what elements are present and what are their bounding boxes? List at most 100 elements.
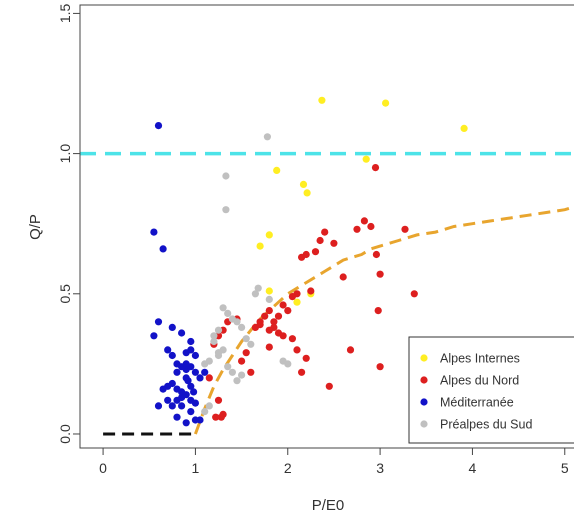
x-axis: 0 1 2 3 4 5 (99, 447, 569, 476)
x-axis-label: P/E0 (312, 497, 345, 514)
point-mediterranee (168, 323, 176, 331)
point-alpes-du-nord (284, 307, 292, 315)
point-mediterranee (154, 402, 163, 410)
point-alpes-du-nord (251, 323, 259, 331)
point-prealpes-du-sud (284, 360, 292, 368)
legend-entry-mediterranee: Méditerranée (420, 396, 514, 410)
y-tick-label: 0.5 (57, 284, 73, 304)
point-mediterranee (196, 374, 204, 382)
point-prealpes-du-sud (222, 206, 230, 214)
point-alpes-internes (382, 99, 390, 107)
point-mediterranee (187, 408, 195, 416)
legend-marker (420, 354, 428, 362)
point-alpes-internes (362, 155, 370, 163)
point-mediterranee (168, 402, 176, 410)
point-alpes-du-nord (298, 253, 306, 261)
point-prealpes-du-sud (205, 402, 213, 410)
point-prealpes-du-sud (214, 349, 223, 357)
point-mediterranee (178, 329, 186, 337)
point-alpes-internes (303, 189, 311, 197)
data-points (150, 96, 468, 427)
point-alpes-du-nord (307, 287, 315, 295)
legend-entry-alpes-internes: Alpes Internes (420, 352, 520, 366)
point-alpes-du-nord (265, 307, 273, 315)
point-alpes-du-nord (298, 368, 306, 376)
point-alpes-du-nord (376, 270, 384, 278)
point-prealpes-du-sud (265, 295, 273, 303)
point-alpes-du-nord (279, 332, 287, 340)
point-mediterranee (159, 385, 167, 393)
point-mediterranee (182, 391, 190, 399)
y-axis-label: Q/P (27, 214, 44, 240)
x-tick-label: 1 (192, 460, 200, 476)
point-mediterranee (164, 346, 172, 354)
point-prealpes-du-sud (210, 332, 218, 340)
legend-marker (420, 376, 428, 384)
point-alpes-du-nord (288, 335, 296, 343)
point-alpes-du-nord (325, 382, 333, 390)
point-prealpes-du-sud (238, 371, 246, 379)
point-alpes-du-nord (367, 222, 375, 231)
series-alpes-internes (256, 96, 468, 306)
point-mediterranee (191, 351, 199, 360)
legend: Alpes Internes Alpes du Nord Méditerranée P… (408, 336, 574, 444)
point-prealpes-du-sud (233, 318, 241, 326)
point-mediterranee (150, 228, 158, 236)
point-alpes-du-nord (265, 326, 273, 334)
point-prealpes-du-sud (219, 304, 227, 312)
point-alpes-du-nord (321, 228, 329, 236)
x-tick-label: 4 (469, 460, 477, 476)
y-tick-label: 1.5 (57, 3, 73, 23)
series-prealpes-du-sud (201, 133, 292, 416)
point-mediterranee (173, 396, 181, 404)
point-prealpes-du-sud (201, 408, 209, 416)
point-alpes-du-nord (242, 349, 250, 357)
point-mediterranee (154, 318, 163, 326)
point-prealpes-du-sud (254, 284, 262, 292)
point-mediterranee (187, 337, 195, 346)
point-alpes-du-nord (410, 290, 418, 298)
point-mediterranee (187, 346, 195, 354)
point-mediterranee (182, 419, 190, 427)
legend-label: Alpes du Nord (440, 374, 519, 388)
point-alpes-du-nord (371, 164, 380, 172)
legend-marker (420, 420, 428, 428)
point-alpes-du-nord (311, 248, 320, 256)
x-tick-label: 3 (376, 460, 384, 476)
point-prealpes-du-sud (201, 360, 209, 368)
point-alpes-du-nord (270, 318, 278, 326)
point-alpes-du-nord (261, 312, 269, 320)
point-alpes-du-nord (279, 301, 287, 309)
point-prealpes-du-sud (263, 133, 271, 141)
point-alpes-internes (265, 231, 273, 239)
point-mediterranee (150, 332, 158, 340)
point-alpes-du-nord (212, 413, 220, 421)
point-alpes-du-nord (339, 273, 347, 281)
point-alpes-internes (460, 124, 468, 132)
legend-label: Méditerranée (440, 396, 514, 410)
point-alpes-internes (299, 180, 308, 188)
point-mediterranee (173, 368, 181, 376)
series-mediterranee (150, 122, 209, 427)
point-prealpes-du-sud (214, 326, 223, 334)
legend-entry-alpes-du-nord: Alpes du Nord (420, 374, 519, 388)
point-alpes-du-nord (238, 357, 246, 365)
point-alpes-du-nord (217, 413, 225, 421)
point-alpes-du-nord (302, 354, 310, 362)
point-alpes-du-nord (214, 396, 223, 404)
point-mediterranee (178, 402, 186, 410)
x-tick-label: 5 (561, 460, 569, 476)
point-prealpes-du-sud (233, 377, 241, 385)
point-prealpes-du-sud (238, 323, 246, 331)
point-alpes-du-nord (374, 307, 382, 315)
point-alpes-du-nord (372, 250, 380, 259)
legend-label: Préalpes du Sud (440, 418, 532, 432)
point-prealpes-du-sud (224, 309, 232, 317)
point-alpes-du-nord (330, 239, 338, 247)
y-axis: 0.0 0.5 1.0 1.5 (57, 3, 81, 444)
point-mediterranee (191, 399, 199, 407)
y-tick-label: 0.0 (57, 424, 73, 444)
point-prealpes-du-sud (251, 290, 259, 298)
point-alpes-du-nord (247, 368, 255, 376)
